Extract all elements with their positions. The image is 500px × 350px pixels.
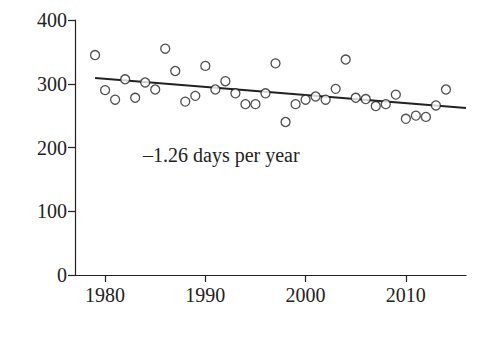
svg-text:400: 400 — [37, 9, 67, 31]
svg-text:2010: 2010 — [386, 284, 426, 306]
svg-text:100: 100 — [37, 200, 67, 222]
svg-text:1990: 1990 — [185, 284, 225, 306]
svg-text:2000: 2000 — [286, 284, 326, 306]
svg-text:1980: 1980 — [85, 284, 125, 306]
svg-text:300: 300 — [37, 73, 67, 95]
svg-text:200: 200 — [37, 137, 67, 159]
svg-text:0: 0 — [57, 264, 67, 286]
svg-text:–1.26 days per year: –1.26 days per year — [142, 144, 300, 167]
